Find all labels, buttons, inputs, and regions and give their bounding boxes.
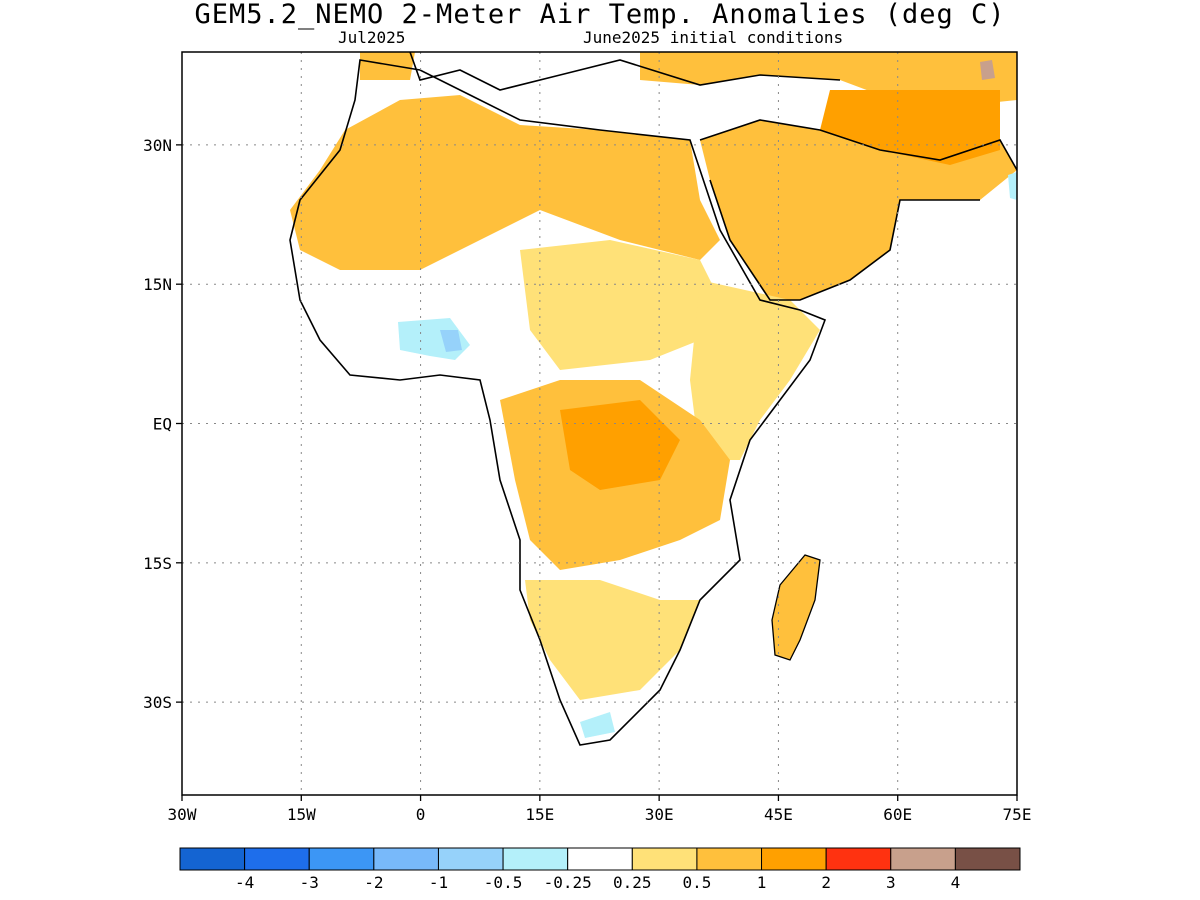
legend-label: 2 bbox=[821, 873, 831, 892]
legend-swatch bbox=[437, 847, 504, 871]
lon-tick-label: 60E bbox=[883, 805, 912, 824]
lon-tick-label: 75E bbox=[1003, 805, 1032, 824]
map-fills bbox=[290, 52, 1017, 745]
legend-swatch bbox=[696, 847, 763, 871]
lon-tick-label: 15W bbox=[287, 805, 316, 824]
lon-tick-label: 30E bbox=[645, 805, 674, 824]
legend-swatch bbox=[502, 847, 569, 871]
sahara-warm-region bbox=[290, 95, 720, 270]
arabia-coastline bbox=[699, 119, 1017, 301]
sahel-mild-region bbox=[520, 240, 720, 370]
initial-conditions: June2025 initial conditions bbox=[583, 28, 844, 47]
legend-label: -4 bbox=[235, 873, 254, 892]
legend-swatch bbox=[373, 847, 439, 871]
west-africa-cool-core bbox=[440, 330, 462, 352]
valid-month: Jul2025 bbox=[338, 28, 406, 47]
lat-tick-label: 15S bbox=[143, 554, 172, 573]
india-cool-patch bbox=[1008, 172, 1017, 200]
legend-swatch bbox=[954, 847, 1021, 871]
legend-label: -0.5 bbox=[484, 873, 523, 892]
south-cape-cool-patch bbox=[580, 712, 615, 738]
legend-swatch bbox=[631, 847, 698, 871]
lat-tick-label: EQ bbox=[153, 415, 172, 434]
legend-swatch bbox=[761, 847, 827, 871]
congo-core bbox=[560, 400, 680, 490]
lon-tick-label: 0 bbox=[416, 805, 426, 824]
legend-swatch bbox=[308, 847, 375, 871]
arabia-landmass bbox=[700, 120, 1017, 300]
color-legend: -4 -3 -2 -1 -0.5 -0.25 0.25 0.5 1 2 3 4 bbox=[179, 847, 1021, 892]
iran-warm bbox=[820, 90, 1000, 165]
legend-swatch bbox=[567, 847, 633, 871]
legend-label: 1 bbox=[757, 873, 767, 892]
legend-label: 0.5 bbox=[682, 873, 711, 892]
graticule bbox=[182, 52, 1017, 795]
coastlines bbox=[289, 52, 1017, 746]
legend-swatch bbox=[244, 847, 310, 871]
chart-title: GEM5.2_NEMO 2-Meter Air Temp. Anomalies … bbox=[194, 0, 1006, 30]
legend-label: -3 bbox=[300, 873, 319, 892]
lat-tick-label: 30N bbox=[143, 136, 172, 155]
legend-label: -0.25 bbox=[544, 873, 592, 892]
legend-swatch bbox=[179, 847, 246, 871]
lat-tick-label: 30S bbox=[143, 693, 172, 712]
pamir-hot-patch bbox=[980, 60, 995, 80]
north-strip-warm bbox=[360, 52, 415, 80]
legend-label: -1 bbox=[429, 873, 448, 892]
southern-africa-mild bbox=[525, 580, 700, 700]
lon-tick-label: 15E bbox=[525, 805, 554, 824]
legend-label: -2 bbox=[364, 873, 383, 892]
axis-labels: 30W 15W 0 15E 30E 45E 60E 75E 30N 15N EQ 15S 30S bbox=[143, 136, 1031, 824]
legend-label: 0.25 bbox=[613, 873, 652, 892]
legend-swatch bbox=[890, 847, 956, 871]
lon-tick-label: 45E bbox=[764, 805, 793, 824]
lon-tick-label: 30W bbox=[168, 805, 197, 824]
legend-label: 3 bbox=[886, 873, 896, 892]
africa-coastline bbox=[289, 59, 827, 746]
east-africa-warm bbox=[690, 280, 820, 460]
madagascar bbox=[771, 554, 821, 661]
mediterranean-north-coast bbox=[409, 52, 841, 91]
legend-swatch bbox=[825, 847, 892, 871]
legend-label: 4 bbox=[951, 873, 961, 892]
lat-tick-label: 15N bbox=[143, 275, 172, 294]
